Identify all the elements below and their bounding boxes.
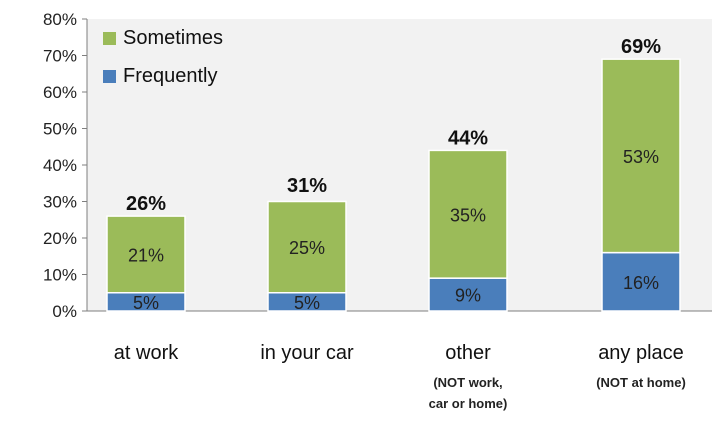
bar-segment-sometimes [267, 200, 347, 294]
y-tick-label: 80% [43, 10, 77, 29]
legend-swatch-frequently [103, 70, 116, 83]
legend-label: Sometimes [123, 27, 223, 49]
category-label: at work [114, 342, 179, 364]
y-tick-label: 10% [43, 266, 77, 285]
bar-value-label: 5% [133, 293, 159, 313]
bar-value-label: 35% [450, 205, 486, 225]
y-tick-label: 60% [43, 83, 77, 102]
bar-segment-frequently [428, 277, 508, 312]
legend-swatch-sometimes [103, 32, 116, 45]
category-sublabel-line: car or home) [429, 396, 508, 411]
category-sublabel: (NOT work, car or home) [429, 375, 508, 411]
bar-value-label: 25% [289, 238, 325, 258]
bar-segment-sometimes [601, 58, 681, 254]
bar-value-label: 9% [455, 286, 481, 306]
bar-value-label: 53% [623, 147, 659, 167]
y-tick-label: 50% [43, 120, 77, 139]
category-label: any place [598, 342, 684, 364]
bar-value-label: 21% [128, 245, 164, 265]
bar-segment-sometimes [428, 149, 508, 279]
y-tick-label: 20% [43, 229, 77, 248]
bar-value-label: 5% [294, 293, 320, 313]
y-tick-label: 40% [43, 156, 77, 175]
bar-segment-frequently [601, 251, 681, 312]
y-tick-label: 30% [43, 193, 77, 212]
category-sublabel-line: (NOT work, [433, 375, 502, 390]
bar-total-label: 69% [621, 36, 661, 58]
bar-total-label: 44% [448, 127, 488, 149]
category-label: in your car [260, 342, 354, 364]
category-sublabel: (NOT at home) [596, 375, 686, 390]
legend-label: Frequently [123, 65, 218, 87]
bar-total-label: 31% [287, 175, 327, 197]
category-label: other [445, 342, 491, 364]
category-sublabel-line: (NOT at home) [596, 375, 686, 390]
bar-total-label: 26% [126, 193, 166, 215]
bar-segment-sometimes [106, 215, 186, 294]
y-tick-label: 0% [52, 302, 77, 321]
bar-value-label: 16% [623, 273, 659, 293]
y-tick-label: 70% [43, 47, 77, 66]
